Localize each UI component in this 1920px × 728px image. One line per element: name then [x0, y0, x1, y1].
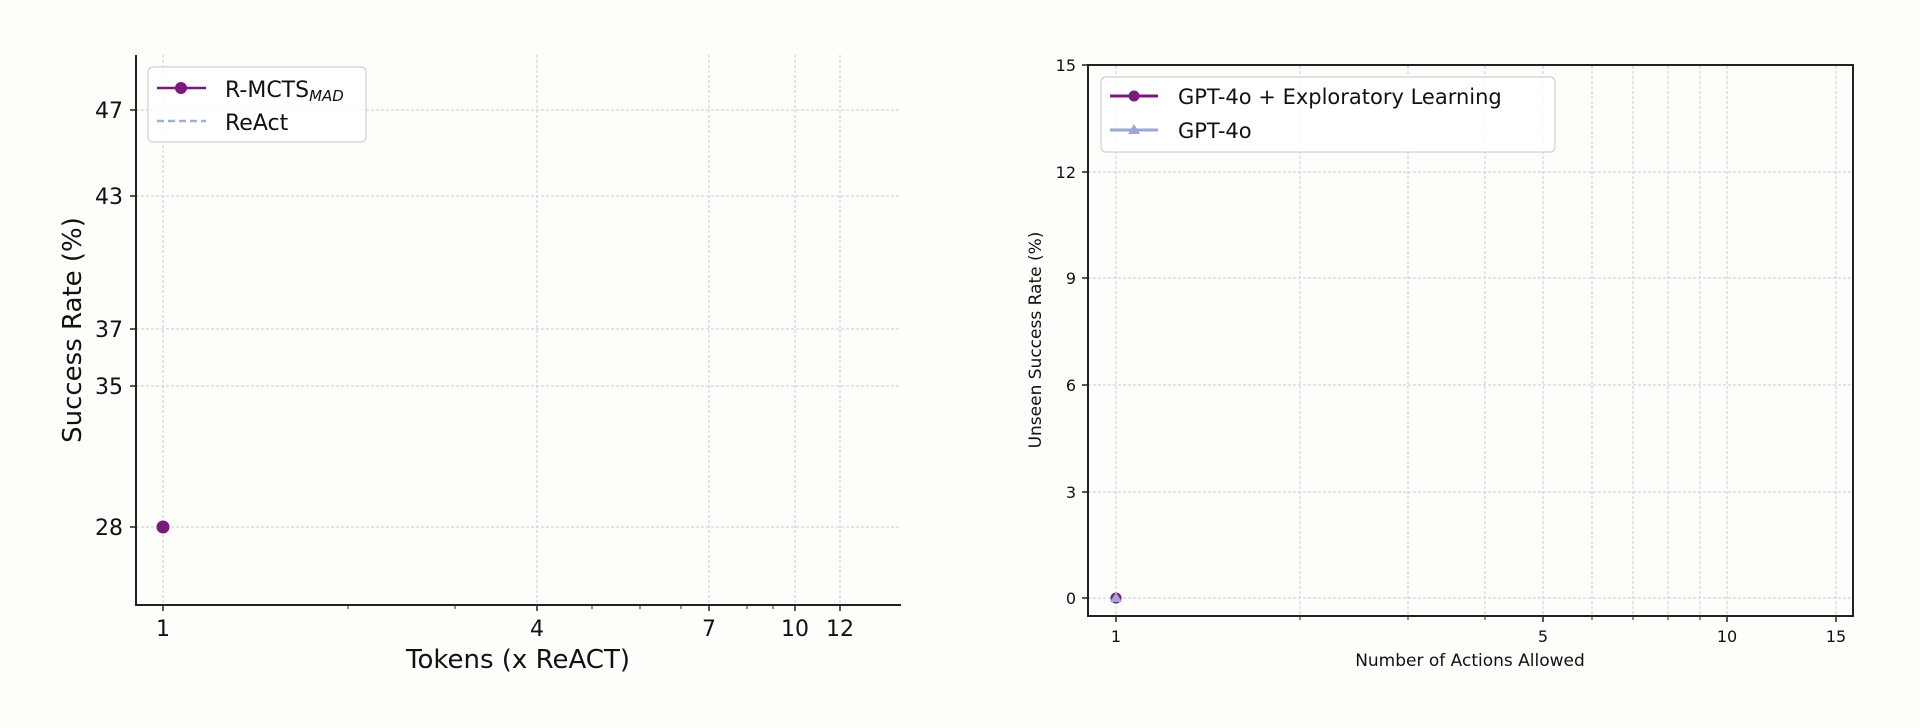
right-gpt4o-point [1110, 592, 1122, 602]
right-grid [1088, 66, 1853, 616]
left-x-axis-label: Tokens (x ReACT) [405, 645, 630, 675]
right-ytick-15: 15 [1056, 56, 1076, 75]
left-grid [136, 55, 901, 604]
explore-legend-marker-icon [1128, 90, 1140, 102]
left-ytick-28: 28 [95, 516, 123, 541]
left-y-axis-label: Success Rate (%) [58, 217, 88, 443]
right-ytick-9: 9 [1066, 269, 1076, 288]
left-xtick-12: 12 [826, 617, 854, 642]
left-ytick-47: 47 [95, 99, 123, 124]
left-xtick-4: 4 [530, 617, 544, 642]
right-xtick-15: 15 [1826, 627, 1846, 646]
right-xtick-1: 1 [1111, 627, 1121, 646]
left-rmcts-point [156, 520, 170, 534]
right-ytick-3: 3 [1066, 483, 1076, 502]
right-xtick-5: 5 [1538, 627, 1548, 646]
right-x-axis-label: Number of Actions Allowed [1355, 651, 1585, 671]
right-chart: 15 12 9 6 3 0 1 5 10 15 Number of Action… [1026, 56, 1854, 671]
legend-rmcts-label: R-MCTSMAD [225, 78, 344, 105]
left-xtick-7: 7 [702, 617, 716, 642]
left-ytick-43: 43 [95, 185, 123, 210]
left-legend: R-MCTSMAD ReAct [147, 66, 367, 143]
right-legend: GPT-4o + Exploratory Learning GPT-4o [1100, 76, 1556, 153]
right-ytick-0: 0 [1066, 589, 1076, 608]
left-ytick-35: 35 [95, 375, 123, 400]
left-chart: 47 43 37 35 28 1 4 7 10 12 Tokens (x ReA… [58, 55, 901, 675]
left-xtick-1: 1 [156, 617, 170, 642]
legend-react-label: ReAct [225, 111, 289, 136]
right-plot-frame [1087, 64, 1854, 617]
left-ytick-37: 37 [95, 318, 123, 343]
left-xtick-10: 10 [781, 617, 809, 642]
right-ytick-12: 12 [1056, 163, 1076, 182]
rmcts-legend-marker-icon [175, 82, 187, 94]
right-ytick-6: 6 [1066, 376, 1076, 395]
legend-gpt4o-label: GPT-4o [1178, 119, 1252, 143]
gpt4o-legend-triangle-icon [1128, 124, 1140, 134]
right-xtick-10: 10 [1717, 627, 1737, 646]
legend-explore-label: GPT-4o + Exploratory Learning [1178, 85, 1502, 109]
right-y-axis-label: Unseen Success Rate (%) [1026, 232, 1046, 449]
